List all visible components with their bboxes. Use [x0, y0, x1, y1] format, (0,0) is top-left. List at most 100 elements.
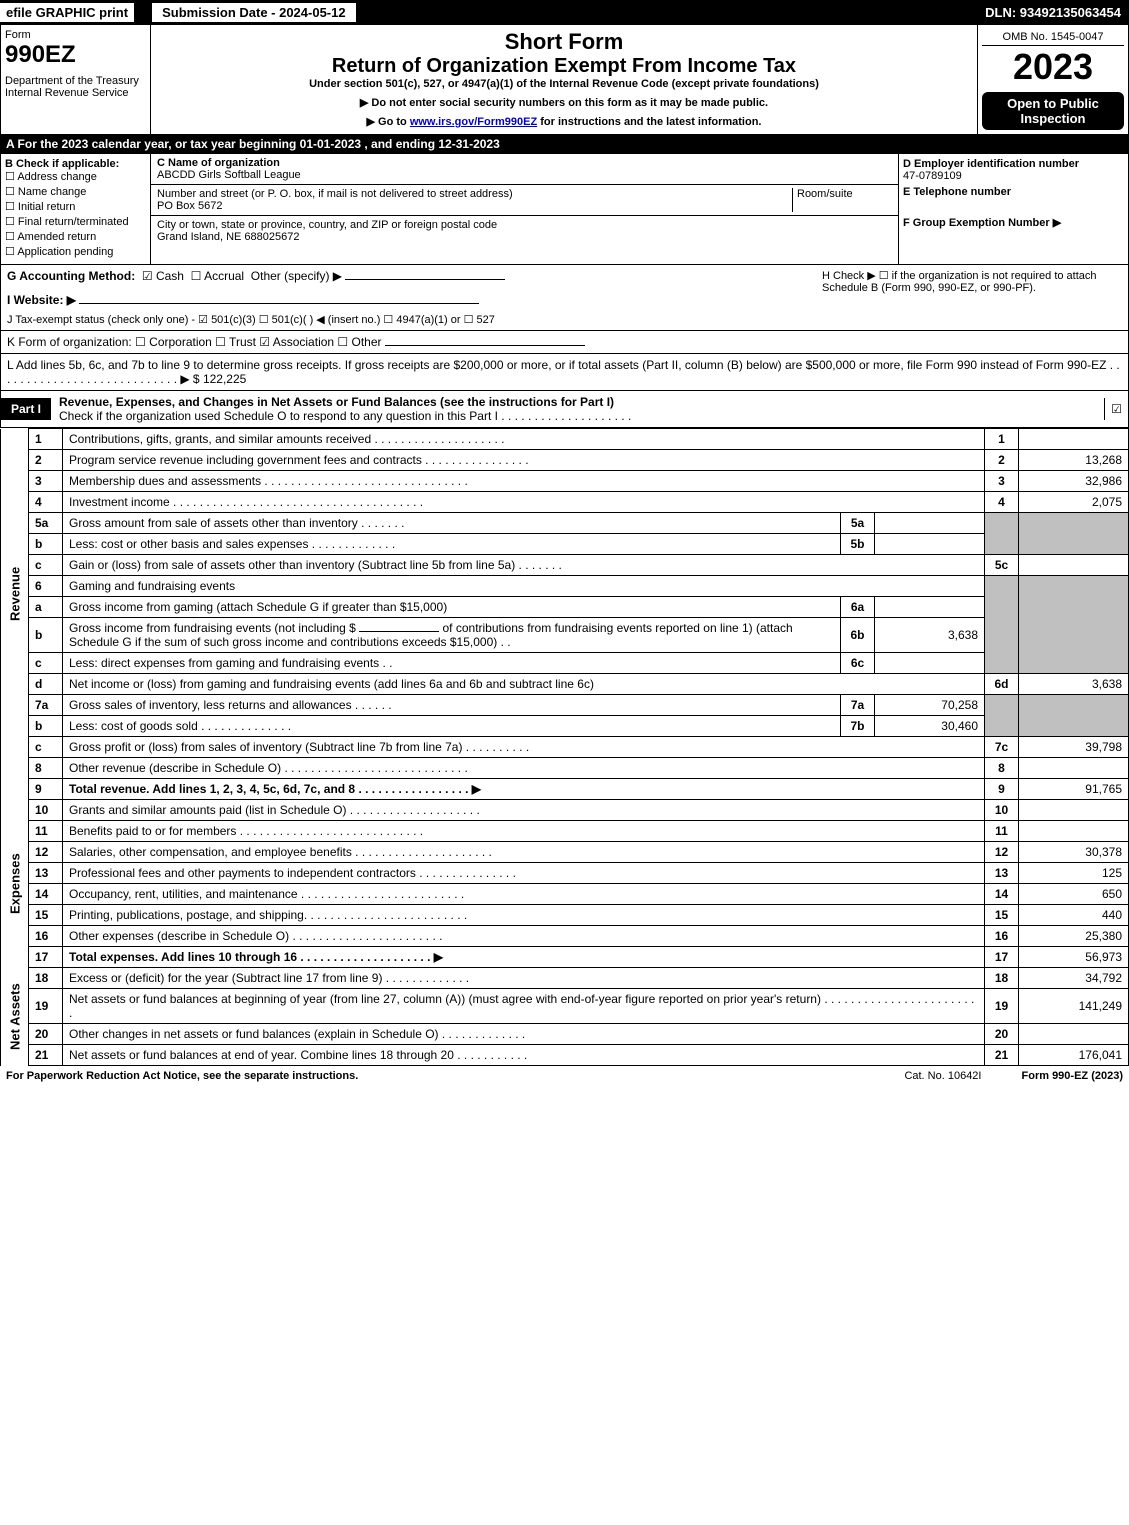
- tax-exempt-status: J Tax-exempt status (check only one) - ☑…: [7, 313, 822, 326]
- expenses-side-label: Expenses: [1, 800, 29, 968]
- line-12-desc: Salaries, other compensation, and employ…: [63, 842, 985, 863]
- chk-initial-return[interactable]: ☐ Initial return: [5, 200, 146, 213]
- telephone-label: E Telephone number: [903, 186, 1124, 198]
- line-8-desc: Other revenue (describe in Schedule O) .…: [63, 758, 985, 779]
- city-value: Grand Island, NE 688025672: [157, 231, 300, 243]
- row-k: K Form of organization: ☐ Corporation ☐ …: [0, 331, 1129, 354]
- line-15-desc: Printing, publications, postage, and shi…: [63, 905, 985, 926]
- line-16-value: 25,380: [1019, 926, 1129, 947]
- line-6-desc: Gaming and fundraising events: [63, 576, 985, 597]
- line-21-desc: Net assets or fund balances at end of ye…: [63, 1045, 985, 1066]
- line-13-desc: Professional fees and other payments to …: [63, 863, 985, 884]
- line-17-desc: Total expenses. Add lines 10 through 16 …: [63, 947, 985, 968]
- line-4-desc: Investment income . . . . . . . . . . . …: [63, 492, 985, 513]
- open-to-public: Open to Public Inspection: [982, 92, 1124, 130]
- form-title: Return of Organization Exempt From Incom…: [155, 55, 973, 78]
- line-3-value: 32,986: [1019, 471, 1129, 492]
- row-a: A For the 2023 calendar year, or tax yea…: [0, 135, 1129, 153]
- chk-name-change[interactable]: ☐ Name change: [5, 185, 146, 198]
- row-h: H Check ▶ ☐ if the organization is not r…: [822, 269, 1122, 326]
- line-19-desc: Net assets or fund balances at beginning…: [63, 989, 985, 1024]
- revenue-side-label: Revenue: [1, 429, 29, 758]
- line-6b-value: 3,638: [875, 618, 985, 653]
- form-label: Form: [5, 29, 146, 41]
- line-21-value: 176,041: [1019, 1045, 1129, 1066]
- line-5c-value: [1019, 555, 1129, 576]
- tax-year: 2023: [982, 46, 1124, 88]
- efile-print[interactable]: efile GRAPHIC print: [0, 3, 134, 22]
- line-7c-value: 39,798: [1019, 737, 1129, 758]
- line-12-value: 30,378: [1019, 842, 1129, 863]
- short-form-title: Short Form: [155, 29, 973, 55]
- header-left: Form 990EZ Department of the Treasury In…: [1, 25, 151, 134]
- gross-receipts: 122,225: [203, 372, 246, 386]
- cat-no: Cat. No. 10642I: [904, 1070, 981, 1082]
- line-6a-desc: Gross income from gaming (attach Schedul…: [63, 597, 841, 618]
- submission-date: Submission Date - 2024-05-12: [150, 1, 358, 24]
- form-no: Form 990-EZ (2023): [1022, 1070, 1124, 1082]
- chk-amended-return[interactable]: ☐ Amended return: [5, 230, 146, 243]
- part-1-header: Part I Revenue, Expenses, and Changes in…: [0, 391, 1129, 428]
- line-9-desc: Total revenue. Add lines 1, 2, 3, 4, 5c,…: [63, 779, 985, 800]
- line-3-desc: Membership dues and assessments . . . . …: [63, 471, 985, 492]
- row-l: L Add lines 5b, 6c, and 7b to line 9 to …: [0, 354, 1129, 391]
- line-11-value: [1019, 821, 1129, 842]
- line-18-value: 34,792: [1019, 968, 1129, 989]
- city-label: City or town, state or province, country…: [157, 219, 497, 231]
- line-7b-desc: Less: cost of goods sold . . . . . . . .…: [63, 716, 841, 737]
- line-5a-value: [875, 513, 985, 534]
- dept-treasury: Department of the Treasury: [5, 75, 146, 87]
- part-1-tab: Part I: [1, 398, 51, 420]
- street-value: PO Box 5672: [157, 200, 222, 212]
- header-middle: Short Form Return of Organization Exempt…: [151, 25, 978, 134]
- line-1-desc: Contributions, gifts, grants, and simila…: [63, 429, 985, 450]
- footer: For Paperwork Reduction Act Notice, see …: [0, 1066, 1129, 1086]
- ein-value: 47-0789109: [903, 170, 1124, 182]
- part-1-checkbox[interactable]: ☑: [1104, 398, 1128, 420]
- line-5c-desc: Gain or (loss) from sale of assets other…: [63, 555, 985, 576]
- line-13-value: 125: [1019, 863, 1129, 884]
- chk-address-change[interactable]: ☐ Address change: [5, 170, 146, 183]
- website-row: I Website: ▶: [7, 293, 822, 307]
- accrual-checkbox[interactable]: ☐ Accrual: [191, 269, 244, 283]
- line-18-desc: Excess or (deficit) for the year (Subtra…: [63, 968, 985, 989]
- city-row: City or town, state or province, country…: [151, 216, 898, 246]
- line-6b-desc: Gross income from fundraising events (no…: [63, 618, 841, 653]
- line-1-value: [1019, 429, 1129, 450]
- top-bar: efile GRAPHIC print Submission Date - 20…: [0, 0, 1129, 24]
- irs-label: Internal Revenue Service: [5, 87, 146, 99]
- line-6d-desc: Net income or (loss) from gaming and fun…: [63, 674, 985, 695]
- line-19-value: 141,249: [1019, 989, 1129, 1024]
- line-6c-value: [875, 653, 985, 674]
- line-8-value: [1019, 758, 1129, 779]
- line-4-value: 2,075: [1019, 492, 1129, 513]
- arrow2-post: for instructions and the latest informat…: [537, 116, 761, 128]
- line-6a-value: [875, 597, 985, 618]
- b-header: B Check if applicable:: [5, 158, 146, 170]
- cash-checkbox[interactable]: ☑ Cash: [142, 269, 184, 283]
- chk-application-pending[interactable]: ☐ Application pending: [5, 245, 146, 258]
- line-14-desc: Occupancy, rent, utilities, and maintena…: [63, 884, 985, 905]
- line-5b-value: [875, 534, 985, 555]
- arrow-row-1: ▶ Do not enter social security numbers o…: [155, 96, 973, 109]
- pra-notice: For Paperwork Reduction Act Notice, see …: [6, 1070, 358, 1082]
- irs-link[interactable]: www.irs.gov/Form990EZ: [410, 116, 537, 128]
- line-11-desc: Benefits paid to or for members . . . . …: [63, 821, 985, 842]
- col-d: D Employer identification number 47-0789…: [898, 154, 1128, 264]
- room-suite-label: Room/suite: [792, 188, 892, 212]
- org-name-row: C Name of organization ABCDD Girls Softb…: [151, 154, 898, 185]
- street-label: Number and street (or P. O. box, if mail…: [157, 188, 513, 200]
- omb-number: OMB No. 1545-0047: [982, 29, 1124, 46]
- line-10-value: [1019, 800, 1129, 821]
- header-right: OMB No. 1545-0047 2023 Open to Public In…: [978, 25, 1128, 134]
- line-20-value: [1019, 1024, 1129, 1045]
- line-16-desc: Other expenses (describe in Schedule O) …: [63, 926, 985, 947]
- line-7a-value: 70,258: [875, 695, 985, 716]
- line-14-value: 650: [1019, 884, 1129, 905]
- line-5b-desc: Less: cost or other basis and sales expe…: [63, 534, 841, 555]
- chk-final-return[interactable]: ☐ Final return/terminated: [5, 215, 146, 228]
- revenue-table: Revenue 1 Contributions, gifts, grants, …: [0, 428, 1129, 1066]
- line-2-value: 13,268: [1019, 450, 1129, 471]
- c-name-label: C Name of organization: [157, 157, 280, 169]
- accounting-method: G Accounting Method: ☑ Cash ☐ Accrual Ot…: [7, 269, 822, 283]
